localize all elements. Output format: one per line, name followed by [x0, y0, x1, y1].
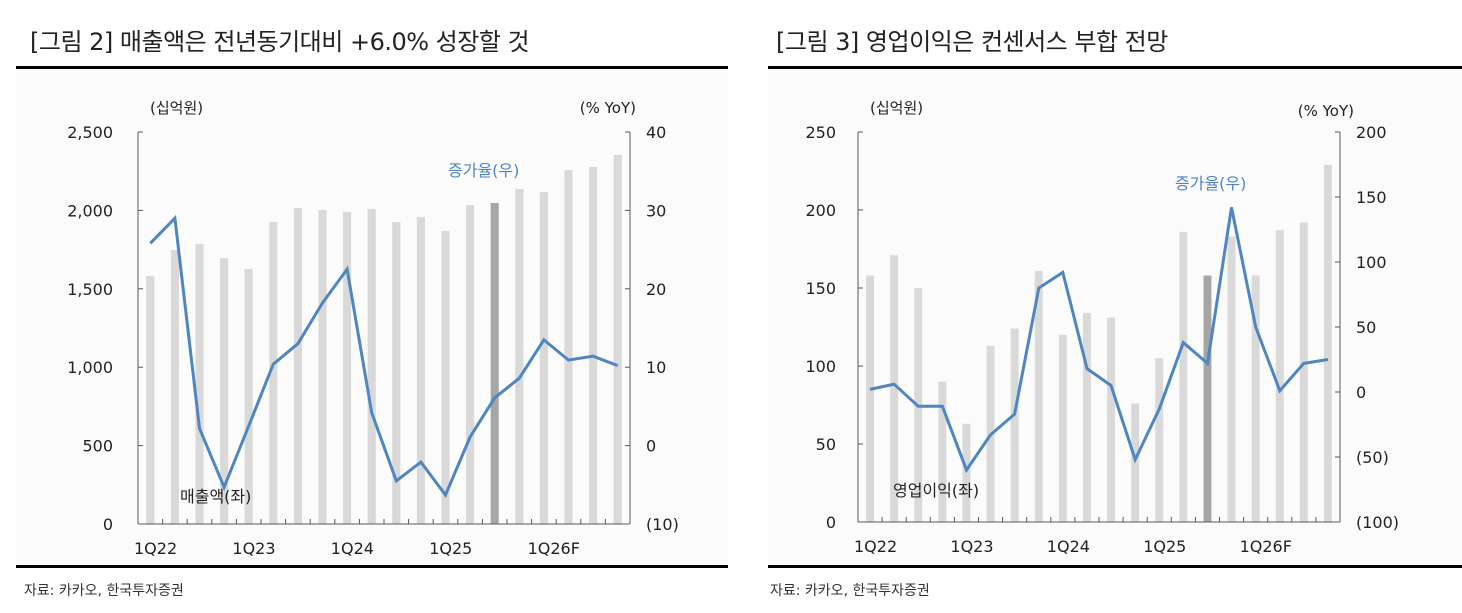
figure-3-bottom-rule — [768, 565, 1462, 568]
bar-1Q22-14 — [1203, 275, 1212, 522]
right-y-tick-label: 40 — [646, 123, 666, 142]
x-tick-label: 1Q22 — [854, 537, 897, 556]
x-tick-label: 1Q26F — [528, 539, 580, 558]
bar-1Q22-15 — [515, 189, 524, 524]
bar-1Q22-13 — [466, 205, 475, 525]
right-y-tick-label: 100 — [1356, 253, 1387, 272]
left-y-tick-label: 0 — [103, 515, 113, 534]
bar-1Q22-6 — [293, 208, 302, 524]
x-tick-label: 1Q24 — [1047, 537, 1090, 556]
line-series-annotation: 증가율(우) — [448, 161, 519, 180]
bar-1Q22-2 — [195, 243, 204, 524]
bar-1Q22-0 — [146, 275, 155, 524]
bar-1Q22-5 — [269, 222, 278, 524]
bar-1Q22-3 — [938, 381, 947, 522]
right-y-tick-label: 10 — [646, 358, 666, 377]
figure-3-title: [그림 3] 영업이익은 컨센서스 부합 전망 — [776, 28, 1168, 56]
bar-series-annotation: 영업이익(좌) — [893, 481, 979, 500]
bar-1Q22-1 — [170, 250, 179, 524]
bar-1Q22-11 — [416, 216, 425, 524]
right-y-tick-label: 0 — [646, 437, 656, 456]
bar-1Q22-9 — [367, 208, 376, 524]
left-y-tick-label: 250 — [805, 123, 836, 142]
left-y-tick-label: 1,000 — [67, 358, 113, 377]
figure-2-source: 자료: 카카오, 한국투자증권 — [24, 583, 184, 599]
bar-1Q22-0 — [866, 275, 875, 522]
right-y-tick-label: 50 — [1356, 318, 1376, 337]
left-y-tick-label: 50 — [816, 435, 836, 454]
right-y-tick-label: (100) — [1356, 513, 1399, 532]
bar-1Q22-17 — [564, 169, 573, 524]
bar-1Q22-7 — [1034, 270, 1043, 522]
bar-1Q22-19 — [1323, 164, 1332, 522]
x-tick-label: 1Q25 — [1143, 537, 1186, 556]
left-y-tick-label: 150 — [805, 279, 836, 298]
x-tick-label: 1Q23 — [232, 539, 275, 558]
bar-1Q22-16 — [1251, 275, 1260, 522]
figure-3-top-rule — [768, 66, 1462, 69]
right-y-tick-label: 200 — [1356, 123, 1387, 142]
bar-1Q22-4 — [244, 269, 253, 524]
bar-1Q22-15 — [1227, 236, 1236, 522]
x-tick-label: 1Q26F — [1240, 537, 1292, 556]
right-y-tick-label: 0 — [1356, 383, 1366, 402]
bar-1Q22-18 — [589, 166, 598, 524]
bar-1Q22-13 — [1179, 231, 1188, 522]
bar-1Q22-19 — [613, 155, 622, 524]
left-y-tick-label: 200 — [805, 201, 836, 220]
left-y-tick-label: 100 — [805, 357, 836, 376]
bar-1Q22-10 — [392, 222, 401, 524]
figure-2-title: [그림 2] 매출액은 전년동기대비 +6.0% 성장할 것 — [30, 28, 530, 56]
bar-1Q22-12 — [1155, 358, 1164, 522]
bar-1Q22-16 — [539, 192, 548, 525]
bar-1Q22-10 — [1107, 317, 1116, 522]
figure-2-bottom-rule — [16, 565, 728, 568]
left-y-tick-label: 500 — [82, 437, 113, 456]
left-y-tick-label: 0 — [826, 513, 836, 532]
right-axis-unit: (% YoY) — [580, 99, 636, 117]
bar-1Q22-8 — [343, 211, 352, 524]
bar-1Q22-7 — [318, 209, 327, 524]
x-tick-label: 1Q24 — [331, 539, 374, 558]
left-axis-unit: (십억원) — [150, 99, 203, 117]
right-y-tick-label: 20 — [646, 280, 666, 299]
figure-3-source: 자료: 카카오, 한국투자증권 — [770, 583, 930, 599]
x-tick-label: 1Q22 — [134, 539, 177, 558]
left-y-tick-label: 2,500 — [67, 123, 113, 142]
bar-1Q22-6 — [1010, 328, 1019, 522]
bar-1Q22-18 — [1299, 222, 1308, 523]
right-axis-unit: (% YoY) — [1298, 102, 1354, 120]
bar-1Q22-4 — [962, 423, 971, 522]
bar-1Q22-3 — [220, 258, 229, 524]
bar-1Q22-1 — [890, 255, 899, 523]
line-series-annotation: 증가율(우) — [1175, 174, 1246, 193]
bar-1Q22-8 — [1058, 334, 1067, 522]
bar-1Q22-17 — [1275, 230, 1284, 522]
bar-1Q22-12 — [441, 230, 450, 524]
growth-rate-line — [149, 214, 619, 498]
left-y-tick-label: 1,500 — [67, 280, 113, 299]
figure-2-top-rule — [16, 66, 728, 69]
bar-1Q22-9 — [1082, 312, 1091, 522]
x-tick-label: 1Q25 — [429, 539, 472, 558]
right-y-tick-label: (50) — [1356, 448, 1389, 467]
right-y-tick-label: (10) — [646, 515, 679, 534]
left-y-tick-label: 2,000 — [67, 201, 113, 220]
x-tick-label: 1Q23 — [950, 537, 993, 556]
left-axis-unit: (십억원) — [870, 99, 923, 117]
bar-1Q22-14 — [490, 203, 499, 524]
right-y-tick-label: 30 — [646, 201, 666, 220]
bar-series-annotation: 매출액(좌) — [180, 487, 251, 506]
right-y-tick-label: 150 — [1356, 188, 1387, 207]
growth-rate-line — [869, 207, 1329, 474]
